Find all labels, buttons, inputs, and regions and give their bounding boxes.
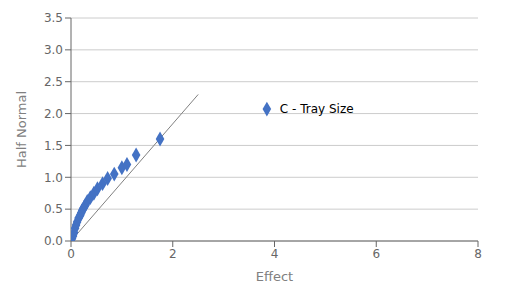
svg-text:Effect: Effect (256, 269, 293, 284)
svg-text:8: 8 (474, 247, 482, 261)
svg-text:0: 0 (67, 247, 75, 261)
svg-text:3.5: 3.5 (44, 11, 63, 25)
svg-text:2.5: 2.5 (44, 75, 63, 89)
svg-text:1.0: 1.0 (44, 171, 63, 185)
svg-text:2: 2 (169, 247, 177, 261)
svg-text:0.0: 0.0 (44, 234, 63, 248)
svg-text:0.5: 0.5 (44, 202, 63, 216)
svg-text:Half Normal: Half Normal (14, 91, 29, 168)
svg-text:4: 4 (271, 247, 279, 261)
svg-text:C - Tray Size: C - Tray Size (280, 102, 354, 116)
svg-text:1.5: 1.5 (44, 139, 63, 153)
svg-text:2.0: 2.0 (44, 107, 63, 121)
svg-text:6: 6 (372, 247, 380, 261)
svg-text:3.0: 3.0 (44, 43, 63, 57)
